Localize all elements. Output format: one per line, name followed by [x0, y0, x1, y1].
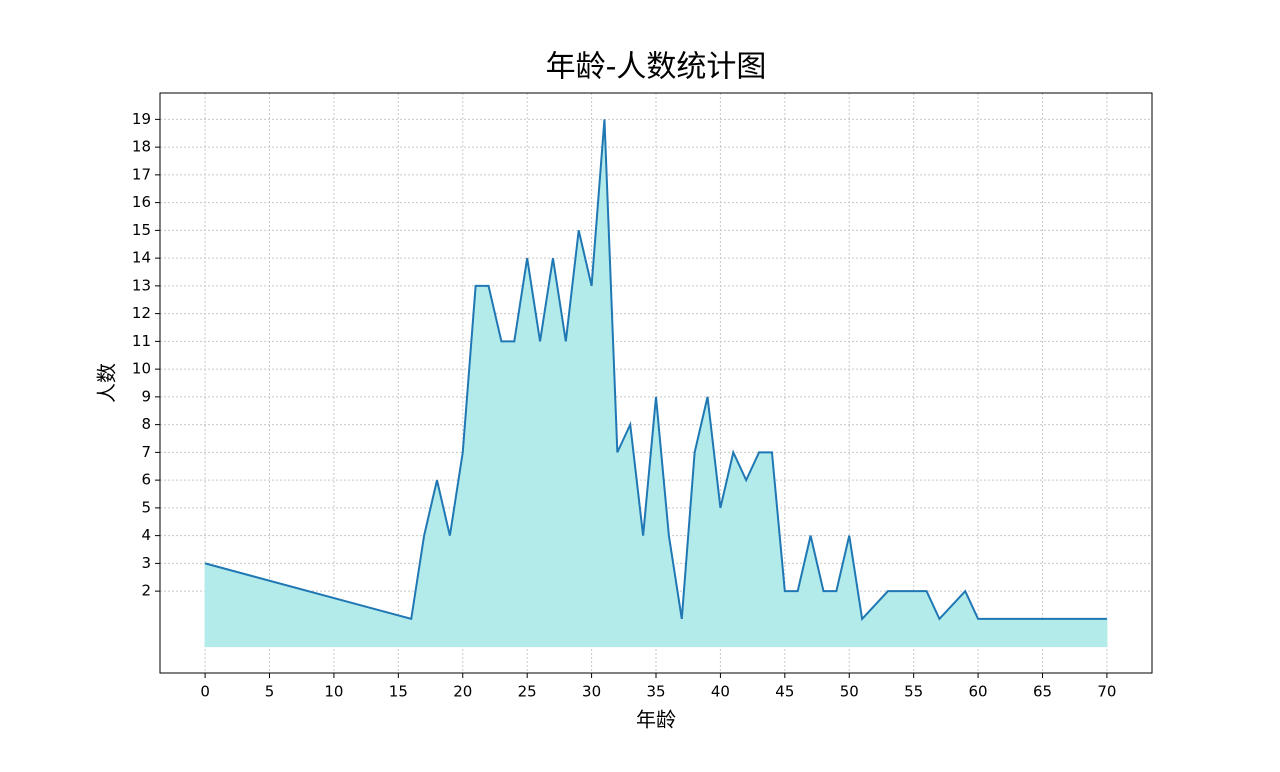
y-tick-label: 19 — [132, 110, 151, 128]
x-tick-label: 0 — [200, 683, 210, 701]
y-tick-label: 14 — [132, 249, 151, 267]
x-tick-label: 35 — [646, 683, 665, 701]
x-tick-label: 70 — [1097, 683, 1116, 701]
y-axis-label: 人数 — [95, 363, 119, 403]
x-tick-label: 10 — [324, 683, 343, 701]
x-tick-label: 5 — [265, 683, 275, 701]
x-tick-label: 25 — [518, 683, 537, 701]
x-tick-label: 55 — [904, 683, 923, 701]
y-tick-label: 8 — [141, 415, 151, 433]
y-tick-label: 7 — [141, 443, 151, 461]
x-tick-label: 60 — [969, 683, 988, 701]
y-tick-label: 10 — [132, 360, 151, 378]
y-tick-label: 18 — [132, 138, 151, 156]
x-tick-label: 20 — [453, 683, 472, 701]
data-line — [204, 119, 1107, 622]
x-tick-label: 15 — [389, 683, 408, 701]
x-tick-label: 50 — [840, 683, 859, 701]
y-tick-label: 11 — [132, 332, 151, 350]
x-tick-label: 40 — [711, 683, 730, 701]
y-tick-label: 4 — [141, 526, 151, 544]
plot-frame — [159, 92, 1153, 674]
y-tick-label: 17 — [132, 165, 151, 183]
x-tick-label: 65 — [1033, 683, 1052, 701]
chart-title: 年龄-人数统计图 — [546, 50, 767, 85]
y-tick-label: 12 — [132, 304, 151, 322]
y-tick-label: 2 — [141, 582, 151, 600]
y-tick-label: 15 — [132, 221, 151, 239]
x-tick-label: 30 — [582, 683, 601, 701]
y-tick-label: 16 — [132, 193, 151, 211]
x-tick-label: 45 — [775, 683, 794, 701]
y-tick-label: 9 — [141, 387, 151, 405]
y-tick-label: 6 — [141, 471, 151, 489]
y-tick-label: 3 — [141, 554, 151, 572]
y-tick-label: 13 — [132, 276, 151, 294]
x-axis-label: 年龄 — [636, 708, 676, 732]
y-tick-label: 5 — [141, 498, 151, 516]
